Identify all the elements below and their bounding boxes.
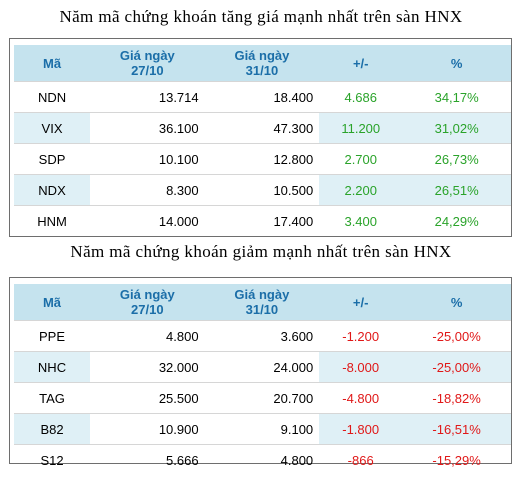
row-code: HNM	[37, 213, 67, 229]
row-price-27-10: 10.100	[90, 143, 205, 175]
row-code: SDP	[14, 143, 91, 175]
row-percent: -15,29%	[432, 452, 481, 468]
gainers-panel: Mã Giá ngày 27/10 Giá ngày 31/10 +/- % N…	[9, 38, 512, 237]
losers-table: Mã Giá ngày 27/10 Giá ngày 31/10 +/- % P…	[14, 284, 511, 475]
row-change: -1.800	[319, 413, 403, 445]
row-code: PPE	[14, 320, 91, 352]
row-price-31-10: 47.300	[204, 112, 320, 144]
row-price-27-10: 8.300	[90, 174, 205, 206]
row-change: 3.400	[344, 213, 378, 229]
row-change: 2.700	[319, 143, 403, 175]
row-percent: 34,17%	[402, 81, 511, 113]
row-price-27-10: 13.714	[90, 81, 205, 113]
row-percent: 26,51%	[402, 174, 511, 206]
row-price-31-10: 24.000	[204, 351, 320, 383]
row-code: NDN	[14, 81, 91, 113]
header-date: 27/10	[131, 302, 164, 317]
header-date: 31/10	[245, 302, 279, 317]
row-percent: 24,29%	[434, 213, 479, 229]
row-code: VIX	[14, 112, 91, 144]
table-row: PPE 4.800 3.600 -1.200 -25,00%	[14, 320, 511, 352]
row-percent: -16,51%	[402, 413, 511, 445]
table-row: SDP 10.100 12.800 2.700 26,73%	[14, 143, 511, 175]
table-header-row: Mã Giá ngày 27/10 Giá ngày 31/10 +/- %	[14, 45, 511, 82]
table-row: NHC 32.000 24.000 -8.000 -25,00%	[14, 351, 511, 383]
row-percent: -25,00%	[402, 351, 511, 383]
header-label: Giá ngày	[119, 48, 175, 63]
header-percent: %	[402, 284, 511, 321]
header-percent: %	[402, 45, 511, 82]
row-price-31-10: 3.600	[204, 320, 320, 352]
row-change: -8.000	[319, 351, 403, 383]
gainers-title: Năm mã chứng khoán tăng giá mạnh nhất tr…	[59, 7, 463, 26]
row-price-31-10: 20.700	[204, 382, 320, 414]
header-change: +/-	[319, 45, 403, 82]
table-row: B82 10.900 9.100 -1.800 -16,51%	[14, 413, 511, 445]
row-percent: -25,00%	[402, 320, 511, 352]
header-price-31-10: Giá ngày 31/10	[204, 284, 320, 321]
losers-panel: Mã Giá ngày 27/10 Giá ngày 31/10 +/- % P…	[9, 277, 512, 468]
row-price-27-10: 5.666	[166, 452, 199, 468]
row-price-31-10: 17.400	[273, 213, 314, 229]
row-change: 2.200	[319, 174, 403, 206]
table-row: VIX 36.100 47.300 11.200 31,02%	[14, 112, 511, 144]
header-label: Giá ngày	[119, 287, 175, 302]
row-change: -1.200	[319, 320, 403, 352]
row-price-31-10: 9.100	[204, 413, 320, 445]
header-code: Mã	[14, 284, 91, 321]
row-price-27-10: 32.000	[90, 351, 205, 383]
header-label: Giá ngày	[234, 48, 290, 63]
header-label: Giá ngày	[234, 287, 290, 302]
row-price-31-10: 12.800	[204, 143, 320, 175]
row-change: 11.200	[319, 112, 403, 144]
table-row: NDX 8.300 10.500 2.200 26,51%	[14, 174, 511, 206]
row-price-31-10: 10.500	[204, 174, 320, 206]
row-price-31-10: 18.400	[204, 81, 320, 113]
gainers-table: Mã Giá ngày 27/10 Giá ngày 31/10 +/- % N…	[14, 45, 511, 236]
header-code: Mã	[14, 45, 91, 82]
row-code: NDX	[14, 174, 91, 206]
header-date: 27/10	[131, 63, 164, 78]
header-price-27-10: Giá ngày 27/10	[90, 284, 205, 321]
header-price-27-10: Giá ngày 27/10	[90, 45, 205, 82]
table-row: NDN 13.714 18.400 4.686 34,17%	[14, 81, 511, 113]
row-percent: -18,82%	[402, 382, 511, 414]
table-row: S12 5.666 4.800 -866 -15,29%	[14, 445, 511, 476]
row-price-31-10: 4.800	[280, 452, 314, 468]
row-change: -866	[347, 452, 374, 468]
header-date: 31/10	[245, 63, 279, 78]
row-change: -4.800	[319, 382, 403, 414]
table-header-row: Mã Giá ngày 27/10 Giá ngày 31/10 +/- %	[14, 284, 511, 321]
row-percent: 26,73%	[402, 143, 511, 175]
table-row: HNM 14.000 17.400 3.400 24,29%	[14, 206, 511, 237]
row-price-27-10: 4.800	[90, 320, 205, 352]
row-code: NHC	[14, 351, 91, 383]
table-row: TAG 25.500 20.700 -4.800 -18,82%	[14, 382, 511, 414]
row-price-27-10: 25.500	[90, 382, 205, 414]
row-price-27-10: 14.000	[158, 213, 199, 229]
header-price-31-10: Giá ngày 31/10	[204, 45, 320, 82]
losers-title: Năm mã chứng khoán giảm mạnh nhất trên s…	[70, 242, 452, 261]
header-change: +/-	[319, 284, 403, 321]
row-change: 4.686	[319, 81, 403, 113]
row-code: S12	[40, 452, 64, 468]
row-code: TAG	[14, 382, 91, 414]
row-price-27-10: 10.900	[90, 413, 205, 445]
row-percent: 31,02%	[402, 112, 511, 144]
row-price-27-10: 36.100	[90, 112, 205, 144]
row-code: B82	[14, 413, 91, 445]
